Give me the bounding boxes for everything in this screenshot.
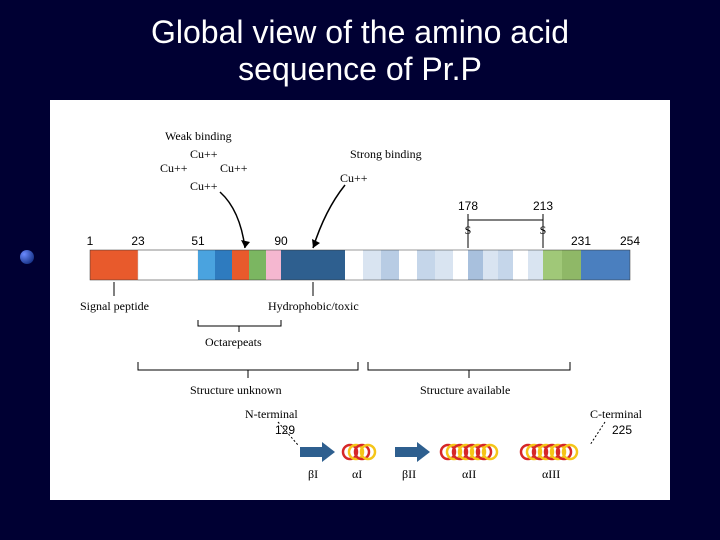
svg-text:178: 178 [458,199,478,213]
disulfide-bridge: 178 213 S S [458,199,553,248]
alpha-2: αII [441,445,497,481]
svg-text:Hydrophobic/toxic: Hydrophobic/toxic [268,299,359,313]
svg-text:1: 1 [87,234,94,248]
sequence-bar [90,250,630,280]
svg-text:βII: βII [402,467,416,481]
secondary-structure: N-terminal C-terminal 129 225 βI αI βII [245,407,643,481]
svg-text:Cu++: Cu++ [220,161,248,175]
alpha-3: αIII [521,445,577,481]
svg-text:N-terminal: N-terminal [245,407,298,421]
beta-2: βII [395,442,430,481]
svg-text:S: S [540,223,547,237]
svg-text:213: 213 [533,199,553,213]
region-labels-row1: Signal peptide Hydrophobic/toxic [80,282,359,313]
svg-text:Signal peptide: Signal peptide [80,299,149,313]
diagram-panel: 1 23 51 90 231 254 178 213 S S Weak bind… [50,100,670,500]
svg-text:Octarepeats: Octarepeats [205,335,262,349]
svg-text:129: 129 [275,423,295,437]
svg-text:Structure unknown: Structure unknown [190,383,282,397]
svg-text:αII: αII [462,467,476,481]
svg-text:Cu++: Cu++ [190,147,218,161]
cu-strong-binding: Strong binding Cu++ [312,147,422,248]
svg-text:S: S [465,223,472,237]
svg-text:90: 90 [274,234,288,248]
svg-text:Structure available: Structure available [420,383,510,397]
prp-diagram: 1 23 51 90 231 254 178 213 S S Weak bind… [50,100,670,500]
cu-weak-binding: Weak binding Cu++ Cu++ Cu++ Cu++ [160,129,250,248]
position-ticks: 1 23 51 90 231 254 [87,234,641,248]
svg-text:Cu++: Cu++ [160,161,188,175]
svg-text:Strong binding: Strong binding [350,147,422,161]
svg-text:βI: βI [308,467,318,481]
svg-text:225: 225 [612,423,632,437]
svg-text:C-terminal: C-terminal [590,407,643,421]
svg-text:51: 51 [191,234,205,248]
structure-braces: Structure unknown Structure available [138,362,570,397]
svg-text:Cu++: Cu++ [340,171,368,185]
svg-text:αIII: αIII [542,467,560,481]
svg-text:Weak binding: Weak binding [165,129,232,143]
title-line1: Global view of the amino acid [151,14,569,50]
svg-text:αI: αI [352,467,362,481]
svg-text:254: 254 [620,234,640,248]
octarepeats-brace: Octarepeats [198,320,281,349]
beta-1: βI [300,442,335,481]
alpha-1: αI [343,445,375,481]
title-line2: sequence of Pr.P [238,51,482,87]
slide-bullet [20,250,34,264]
svg-text:Cu++: Cu++ [190,179,218,193]
svg-text:231: 231 [571,234,591,248]
svg-text:23: 23 [131,234,145,248]
